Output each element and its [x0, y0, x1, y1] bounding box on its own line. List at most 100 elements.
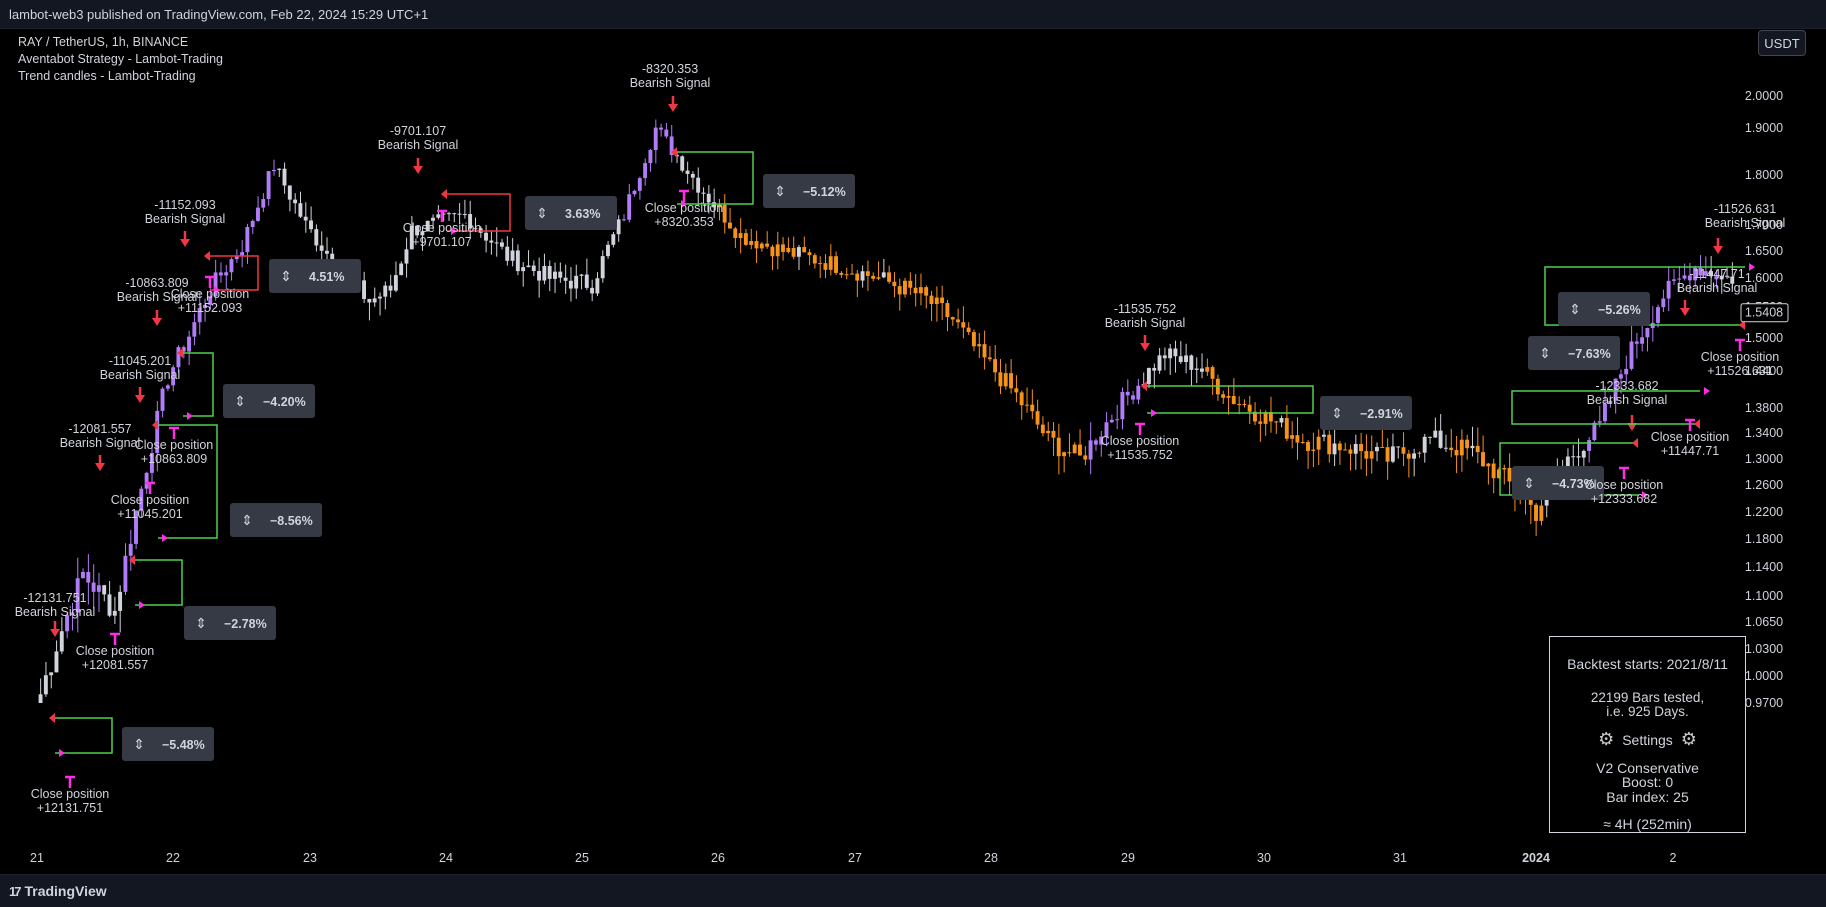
- price-tick-label: 1.1000: [1745, 589, 1783, 603]
- signal-type: Bearish Signal: [1105, 316, 1186, 330]
- candle-body: [733, 228, 738, 238]
- candle-body: [871, 275, 876, 279]
- pnl-label: −4.73%: [1552, 477, 1595, 491]
- pnl-label: −5.12%: [803, 185, 846, 199]
- measure-icon: ⇕: [774, 183, 786, 199]
- candle-body: [1730, 276, 1735, 284]
- tradingview-icon: 17: [9, 883, 22, 899]
- arrow-down-icon: [135, 395, 145, 403]
- candle-body: [1433, 430, 1438, 438]
- candle-body: [102, 585, 107, 595]
- candle-body: [1162, 355, 1167, 359]
- published-label: lambot-web3 published on TradingView.com…: [9, 7, 429, 22]
- candle-body: [1565, 456, 1570, 468]
- candle-body: [266, 171, 271, 200]
- candle-body: [1443, 447, 1448, 449]
- candle-body: [515, 250, 520, 272]
- candle-body: [462, 214, 467, 216]
- candle-body: [494, 242, 499, 244]
- candle-body: [1465, 439, 1470, 449]
- candle-body: [1178, 356, 1183, 363]
- time-tick-label: 22: [166, 851, 180, 865]
- candle-body: [399, 263, 404, 276]
- candle-body: [1306, 442, 1310, 451]
- close-value: +11535.752: [1107, 448, 1173, 462]
- candle-body: [208, 296, 213, 305]
- candle-body: [1332, 443, 1337, 455]
- candle-body: [637, 178, 642, 191]
- candle-body: [1024, 404, 1029, 406]
- close-value: +8320.353: [654, 215, 713, 229]
- pnl-label: −2.78%: [224, 617, 267, 631]
- time-tick-label: 2: [1670, 851, 1677, 865]
- boost-label: Boost: 0: [1621, 774, 1674, 790]
- candle-body: [218, 272, 223, 276]
- currency-button[interactable]: USDT: [1758, 30, 1806, 56]
- candle-body: [1247, 404, 1252, 412]
- candle-body: [643, 163, 648, 179]
- candle-body: [786, 247, 791, 252]
- candle-body: [860, 271, 865, 281]
- candle-body: [595, 278, 600, 294]
- entry-marker: [1694, 419, 1700, 429]
- symbol-label[interactable]: RAY / TetherUS, 1h, BINANCE: [18, 35, 189, 49]
- candle-body: [1677, 278, 1682, 280]
- candle-body: [197, 307, 202, 323]
- candle-body: [261, 199, 266, 208]
- candle-body: [192, 322, 197, 337]
- candle-body: [781, 244, 785, 252]
- close-label: Close position: [111, 493, 190, 507]
- candle-body: [568, 280, 573, 289]
- candle-body: [1337, 443, 1342, 451]
- candle-body: [441, 213, 446, 215]
- candle-body: [664, 129, 669, 137]
- candle-body: [1592, 422, 1597, 441]
- gear-icon: ⚙: [1680, 729, 1697, 749]
- close-value: +10863.809: [141, 452, 207, 466]
- candle-body: [1390, 446, 1395, 462]
- candle-body: [680, 156, 685, 171]
- candle-body: [224, 272, 229, 276]
- price-tick-label: 1.9000: [1745, 121, 1783, 135]
- candle-body: [971, 332, 976, 347]
- candle-body: [1608, 400, 1613, 404]
- candle-body: [1613, 378, 1618, 401]
- candle-body: [70, 612, 75, 616]
- entry-marker: [204, 251, 210, 261]
- candle-body: [277, 168, 282, 170]
- pnl-label: −8.56%: [270, 514, 313, 528]
- candle-body: [924, 287, 929, 296]
- candle-body: [876, 277, 881, 279]
- candle-body: [802, 247, 807, 253]
- measure-icon: ⇕: [133, 736, 145, 752]
- price-tick-label: 1.0650: [1745, 615, 1783, 629]
- candle-body: [1417, 452, 1422, 454]
- candle-body: [685, 170, 690, 174]
- candle-body: [712, 202, 716, 208]
- candle-body: [96, 585, 101, 592]
- close-label: Close position: [1585, 478, 1664, 492]
- last-price-label: 1.5408: [1745, 306, 1783, 320]
- indicator-label[interactable]: Trend candles - Lambot-Trading: [18, 69, 196, 83]
- candle-body: [531, 265, 536, 272]
- candle-body: [1237, 403, 1242, 405]
- tradingview-logo[interactable]: 17 TradingView: [9, 883, 107, 899]
- strategy-label[interactable]: Aventabot Strategy - Lambot-Trading: [18, 52, 223, 66]
- measure-icon: ⇕: [241, 512, 253, 528]
- candle-body: [950, 317, 955, 320]
- price-tick-label: 1.8000: [1745, 168, 1783, 182]
- measure-icon: ⇕: [1569, 301, 1581, 317]
- candle-body: [1078, 444, 1082, 456]
- candle-body: [1136, 385, 1141, 400]
- candle-body: [1168, 348, 1173, 359]
- candle-body: [749, 241, 754, 245]
- candle-body: [828, 256, 833, 270]
- entry-marker: [49, 713, 55, 723]
- candle-body: [1040, 424, 1045, 434]
- candle-body: [1125, 391, 1130, 396]
